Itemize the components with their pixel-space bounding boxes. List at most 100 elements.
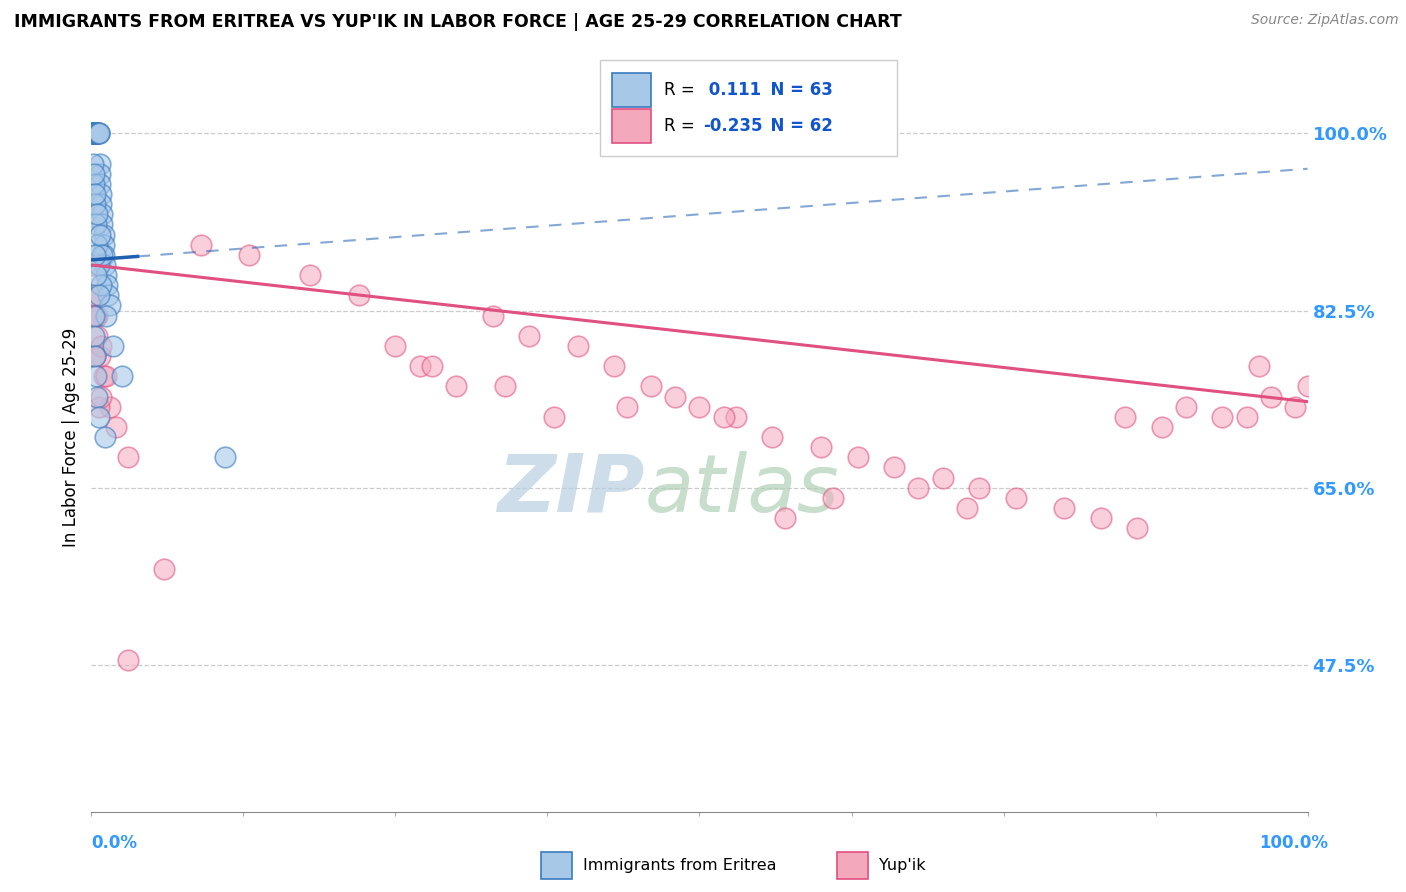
Point [84,126,107,140]
Point [84,126,107,140]
Point [91,207,114,221]
Point [90,197,112,211]
Point [84,268,107,282]
Point [111,369,134,384]
Point [82,126,104,140]
Text: -0.235: -0.235 [703,117,762,135]
Point [87,126,110,140]
Point [517,328,540,343]
Point [104,420,127,434]
Point [494,379,516,393]
Point [86,328,108,343]
Text: R =: R = [664,81,700,99]
Point [103,339,125,353]
Point [87,409,110,424]
Point [82,126,104,140]
Point [956,500,979,515]
Point [84,218,107,232]
Point [84,126,107,140]
Point [93,248,115,262]
Point [481,309,503,323]
Point [1247,359,1270,374]
Text: 0.0%: 0.0% [91,834,138,852]
Point [84,309,107,323]
Point [87,400,110,414]
Point [153,562,176,576]
Point [84,126,107,140]
Point [82,126,104,140]
Point [91,248,114,262]
Text: ZIP: ZIP [498,450,645,529]
Point [823,491,845,505]
Point [616,400,638,414]
Point [89,157,111,171]
Text: Yup'ik: Yup'ik [879,858,925,872]
Point [1126,521,1149,535]
Point [87,126,110,140]
Point [83,177,105,191]
Point [83,167,105,181]
Point [91,218,114,232]
Text: N = 63: N = 63 [759,81,834,99]
Point [84,248,107,262]
Point [688,400,710,414]
Point [83,288,105,302]
Point [347,288,370,302]
Point [117,653,139,667]
Point [84,349,107,363]
Point [299,268,322,282]
Point [90,390,112,404]
Point [1175,400,1198,414]
Point [84,126,107,140]
Point [83,126,105,140]
Point [384,339,406,353]
Point [1260,390,1282,404]
Text: R =: R = [664,117,700,135]
Y-axis label: In Labor Force | Age 25-29: In Labor Force | Age 25-29 [62,327,80,547]
Point [89,349,111,363]
Point [846,450,869,465]
Point [640,379,662,393]
Point [84,369,107,384]
Point [664,390,686,404]
Point [444,379,467,393]
Point [214,450,236,465]
Point [1004,491,1026,505]
Point [90,187,112,202]
Point [87,288,110,302]
Point [810,440,832,454]
Point [87,258,110,272]
Point [90,278,112,293]
Point [86,237,108,252]
Point [83,126,105,140]
Point [1114,409,1136,424]
Point [84,126,107,140]
Point [1053,500,1076,515]
Point [86,126,108,140]
Point [98,400,121,414]
Point [190,237,212,252]
Point [420,359,443,374]
Point [93,227,115,242]
Point [83,126,105,140]
Point [967,481,990,495]
Text: N = 62: N = 62 [759,117,834,135]
Point [94,369,117,384]
Point [83,328,105,343]
Point [84,197,107,211]
Point [86,309,108,323]
Text: 100.0%: 100.0% [1260,834,1329,852]
Point [83,288,105,302]
Point [86,126,108,140]
Point [84,349,107,363]
Point [94,430,117,444]
Point [94,268,117,282]
Point [543,409,565,424]
Text: Immigrants from Eritrea: Immigrants from Eritrea [583,858,778,872]
Point [761,430,783,444]
Point [1296,379,1319,393]
Point [82,157,104,171]
Point [713,409,735,424]
Text: atlas: atlas [645,450,839,529]
Point [83,309,105,323]
